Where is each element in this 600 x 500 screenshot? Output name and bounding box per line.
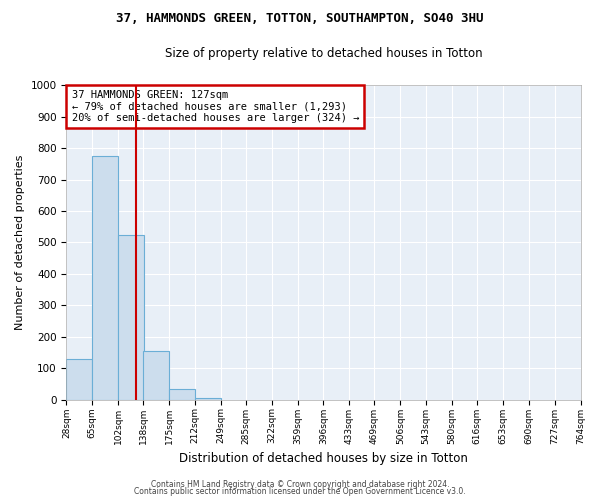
Bar (118, 234, 144, 400)
Text: 37 HAMMONDS GREEN: 127sqm
← 79% of detached houses are smaller (1,293)
20% of se: 37 HAMMONDS GREEN: 127sqm ← 79% of detac… (71, 90, 359, 123)
Text: 37, HAMMONDS GREEN, TOTTON, SOUTHAMPTON, SO40 3HU: 37, HAMMONDS GREEN, TOTTON, SOUTHAMPTON,… (116, 12, 484, 26)
Bar (92, 156, 118, 400)
X-axis label: Distribution of detached houses by size in Totton: Distribution of detached houses by size … (179, 452, 468, 465)
Bar (169, 388, 195, 400)
Bar (143, 351, 169, 400)
Text: Contains public sector information licensed under the Open Government Licence v3: Contains public sector information licen… (134, 487, 466, 496)
Text: Contains HM Land Registry data © Crown copyright and database right 2024.: Contains HM Land Registry data © Crown c… (151, 480, 449, 489)
Y-axis label: Number of detached properties: Number of detached properties (15, 155, 25, 330)
Bar (195, 398, 221, 400)
Bar (67, 359, 92, 400)
Title: Size of property relative to detached houses in Totton: Size of property relative to detached ho… (164, 48, 482, 60)
